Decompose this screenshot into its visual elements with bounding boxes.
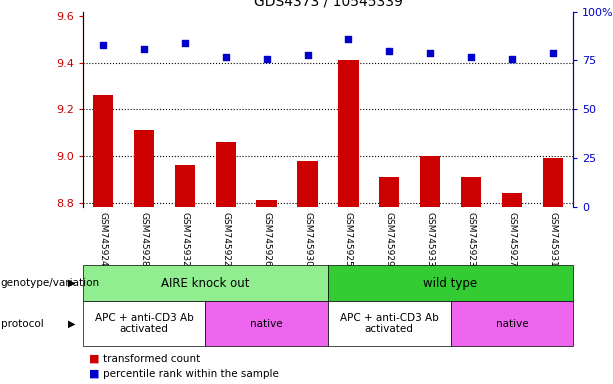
Point	[221, 53, 230, 60]
Text: transformed count: transformed count	[103, 354, 200, 364]
Text: GSM745929: GSM745929	[385, 212, 394, 267]
Point	[180, 40, 190, 46]
Bar	[543, 158, 563, 207]
Point	[507, 55, 517, 61]
Text: GSM745925: GSM745925	[344, 212, 353, 267]
Text: GSM745931: GSM745931	[548, 212, 557, 267]
Text: ■: ■	[89, 369, 99, 379]
Text: GSM745926: GSM745926	[262, 212, 271, 267]
Bar	[175, 166, 195, 207]
Text: native: native	[250, 318, 283, 329]
Text: GSM745930: GSM745930	[303, 212, 312, 267]
Bar	[328, 265, 573, 301]
Text: ▶: ▶	[68, 318, 75, 329]
Point	[139, 46, 149, 52]
Bar	[451, 301, 573, 346]
Bar	[338, 60, 359, 207]
Bar	[83, 301, 205, 346]
Bar	[379, 177, 400, 207]
Point	[384, 48, 394, 54]
Text: GSM745932: GSM745932	[180, 212, 189, 267]
Bar	[420, 156, 440, 207]
Text: ■: ■	[89, 354, 99, 364]
Title: GDS4373 / 10545339: GDS4373 / 10545339	[254, 0, 402, 9]
Text: percentile rank within the sample: percentile rank within the sample	[103, 369, 279, 379]
Text: APC + anti-CD3 Ab
activated: APC + anti-CD3 Ab activated	[340, 313, 439, 334]
Bar	[134, 131, 154, 207]
Text: APC + anti-CD3 Ab
activated: APC + anti-CD3 Ab activated	[94, 313, 194, 334]
Text: genotype/variation: genotype/variation	[1, 278, 100, 288]
Text: GSM745924: GSM745924	[99, 212, 108, 266]
Bar	[461, 177, 481, 207]
Text: wild type: wild type	[424, 277, 478, 290]
Bar	[297, 161, 318, 207]
Text: GSM745928: GSM745928	[140, 212, 148, 267]
Point	[98, 42, 108, 48]
Text: protocol: protocol	[1, 318, 44, 329]
Bar	[93, 96, 113, 207]
Bar	[216, 142, 236, 207]
Text: GSM745927: GSM745927	[508, 212, 516, 267]
Point	[343, 36, 353, 42]
Point	[425, 50, 435, 56]
Text: GSM745933: GSM745933	[425, 212, 435, 267]
Bar	[205, 301, 328, 346]
Text: GSM745923: GSM745923	[466, 212, 476, 267]
Text: ▶: ▶	[68, 278, 75, 288]
Text: native: native	[495, 318, 528, 329]
Bar	[256, 200, 277, 207]
Text: AIRE knock out: AIRE knock out	[161, 277, 249, 290]
Text: GSM745922: GSM745922	[221, 212, 230, 266]
Point	[262, 55, 272, 61]
Bar	[501, 194, 522, 207]
Bar	[328, 301, 451, 346]
Point	[466, 53, 476, 60]
Bar	[83, 265, 328, 301]
Point	[548, 50, 558, 56]
Point	[303, 51, 313, 58]
